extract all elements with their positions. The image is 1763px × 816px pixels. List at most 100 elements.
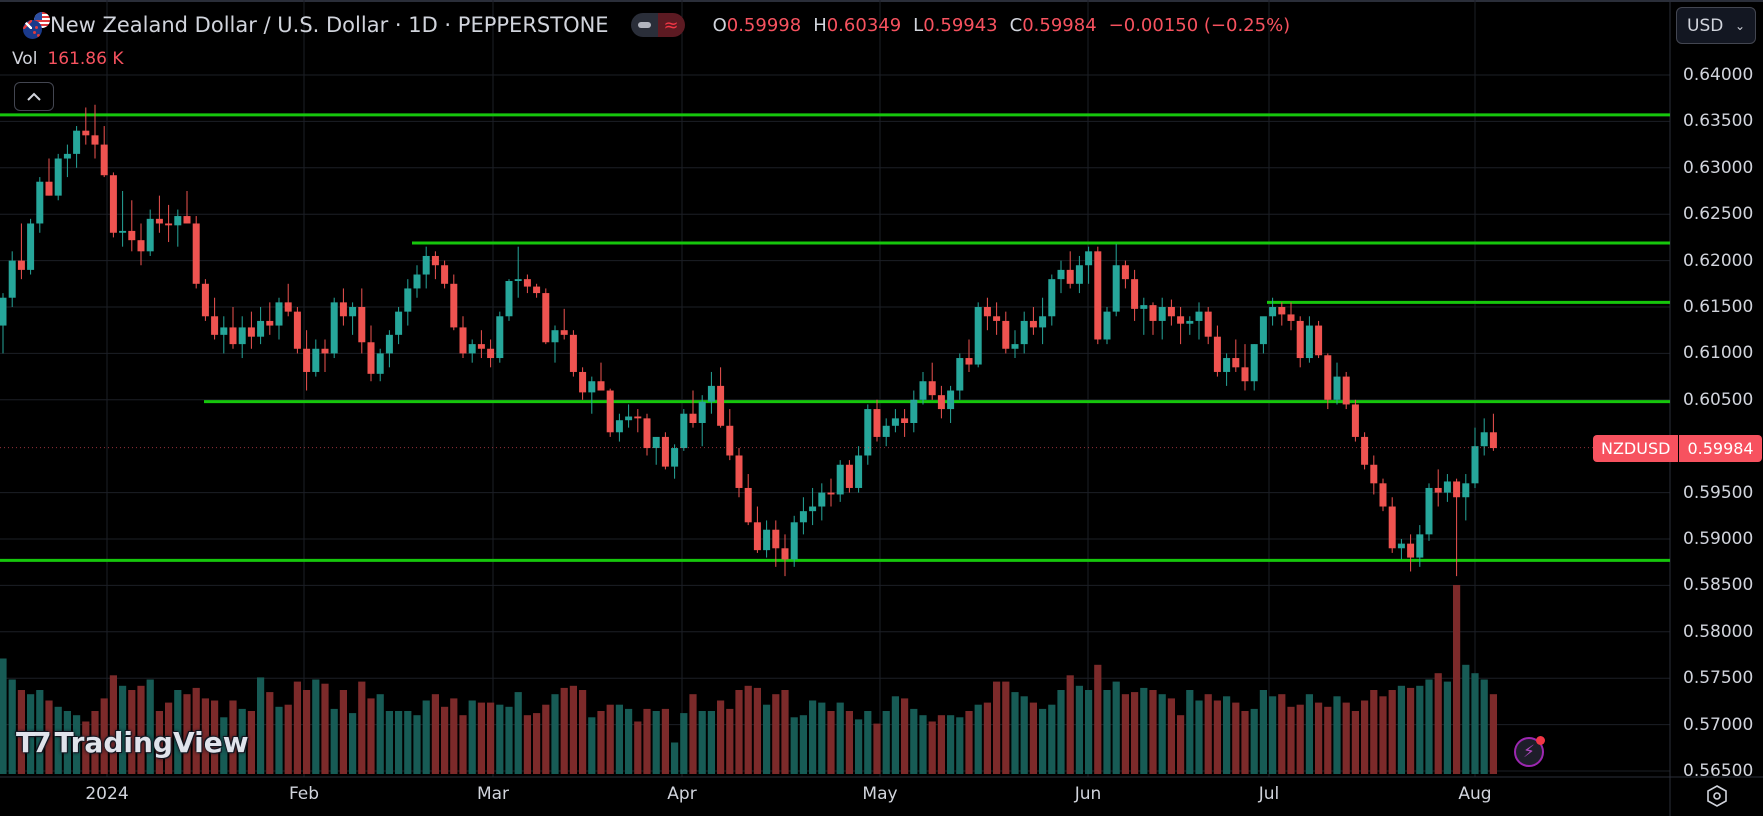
currency-select[interactable]: USD ⌄ (1676, 7, 1756, 44)
candle-body (579, 371, 587, 393)
volume-bar (376, 694, 384, 774)
volume-label[interactable]: Vol (12, 49, 38, 69)
volume-bar (1131, 692, 1139, 774)
volume-bar (827, 711, 835, 774)
volume-bar (1204, 694, 1212, 774)
volume-bar (201, 698, 209, 774)
candle-body (615, 420, 623, 433)
volume-bar (956, 717, 964, 774)
volume-bar (781, 690, 789, 774)
candle-body (1213, 336, 1221, 372)
candle-body (845, 464, 853, 488)
volume-bar (1075, 685, 1083, 774)
price-tick-label: 0.60500 (1683, 389, 1754, 410)
candle-body (1029, 320, 1037, 328)
chart-settings-button[interactable] (1704, 783, 1730, 809)
candle-body (1305, 325, 1313, 359)
collapse-legend-button[interactable] (14, 82, 54, 111)
volume-bar (1480, 679, 1488, 774)
high-value: 0.60349 (826, 14, 902, 36)
candle-body (82, 130, 90, 136)
price-tick-label: 0.61000 (1683, 343, 1754, 364)
candle-body (404, 288, 412, 312)
volume-bar (1315, 702, 1323, 774)
candle-body (1379, 483, 1387, 507)
volume-bar (1011, 692, 1019, 774)
candle-body (257, 320, 265, 337)
candle-body (809, 506, 817, 512)
volume-bar (146, 679, 154, 774)
low-key: L (913, 14, 924, 36)
candle-body (1186, 320, 1194, 324)
currency-label: USD (1687, 15, 1724, 36)
candle-body (505, 281, 513, 317)
candle-body (330, 302, 338, 354)
volume-bar (735, 690, 743, 774)
price-tick-label: 0.61500 (1683, 297, 1754, 317)
candle-body (266, 320, 274, 326)
volume-bar (1002, 681, 1010, 774)
volume-bar (8, 679, 16, 774)
ohlc-values: O0.59998 H0.60349 L0.59943 C0.59984 −0.0… (713, 15, 1291, 36)
volume-bar (395, 711, 403, 774)
volume-bar (983, 702, 991, 774)
volume-bar (1250, 708, 1258, 774)
volume-bar (303, 690, 311, 774)
volume-bar (1379, 696, 1387, 774)
volume-bar (1434, 673, 1442, 774)
candle-body (1315, 325, 1323, 356)
time-tick-label: Feb (288, 784, 320, 804)
indicator-toggle[interactable]: ≈ (630, 13, 685, 37)
price-tick-label: 0.58500 (1683, 575, 1754, 596)
volume-bar (809, 700, 817, 774)
volume-bar (82, 721, 90, 774)
time-tick-label: Jun (1074, 784, 1102, 804)
candle-body (1278, 307, 1286, 315)
volume-bar (1259, 690, 1267, 774)
tradingview-logo[interactable]: T7 TradingView (16, 726, 249, 759)
candle-body (165, 223, 173, 226)
volume-bar (726, 708, 734, 774)
volume-bar (652, 711, 660, 774)
volume-bar (1361, 700, 1369, 774)
volume-bar (1048, 704, 1056, 774)
candle-body (983, 307, 991, 317)
volume-bar (864, 711, 872, 774)
volume-bar (533, 713, 541, 774)
candle-body (1480, 432, 1488, 447)
symbol-title[interactable]: New Zealand Dollar / U.S. Dollar · 1D · … (50, 13, 609, 37)
candle-body (1149, 305, 1157, 321)
candle-body (735, 455, 743, 488)
volume-bar (615, 704, 623, 774)
volume-bar (1416, 685, 1424, 774)
candle-body (293, 311, 301, 349)
volume-bar (1269, 696, 1277, 774)
hide-indicators-icon[interactable] (630, 13, 658, 37)
volume-bar (1149, 690, 1157, 774)
candle-body (753, 522, 761, 551)
candle-body (27, 223, 35, 270)
candle-body (1121, 265, 1129, 280)
volume-bar (1287, 706, 1295, 774)
volume-bar (312, 679, 320, 774)
volume-bar (1453, 585, 1461, 774)
candle-body (1416, 534, 1424, 558)
volume-legend: Vol 161.86 K (12, 49, 123, 69)
volume-bar (1296, 704, 1304, 774)
candle-body (1204, 311, 1212, 337)
candle-body (1103, 311, 1111, 340)
volume-bar (1066, 675, 1074, 774)
candle-body (1453, 481, 1461, 498)
volume-bar (183, 694, 191, 774)
candle-body (376, 353, 384, 374)
volume-bar (855, 719, 863, 774)
candle-body (643, 418, 651, 449)
alert-bolt-button[interactable]: ⚡ (1514, 736, 1545, 767)
candle-body (63, 153, 71, 159)
volume-bar (1443, 681, 1451, 774)
approx-icon[interactable]: ≈ (657, 13, 685, 37)
volume-bar (606, 704, 614, 774)
volume-bar (1241, 711, 1249, 774)
volume-bar (441, 706, 449, 774)
